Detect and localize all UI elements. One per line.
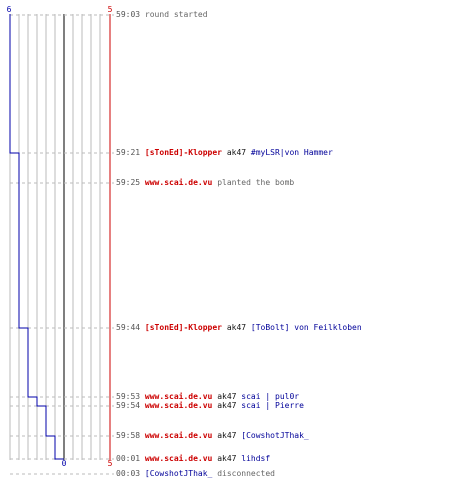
log-row: 59:54 www.scai.de.vu ak47 scai | Pierre: [116, 400, 304, 412]
event-time: 00:01: [116, 454, 141, 463]
event-time: 59:53: [116, 392, 141, 401]
killer-name: [sTonEd]-Klopper: [144, 148, 222, 157]
log-row: 00:03 [CowshotJThak_ disconnected: [116, 468, 275, 480]
killer-name: www.scai.de.vu: [144, 392, 213, 401]
player-name: www.scai.de.vu: [144, 178, 213, 187]
event-action: planted the bomb: [217, 178, 295, 187]
ct-end-count: 0: [62, 459, 67, 468]
killer-name: www.scai.de.vu: [144, 401, 213, 410]
log-row: 59:25 www.scai.de.vu planted the bomb: [116, 177, 294, 189]
event-time: 00:03: [116, 469, 141, 478]
killer-name: [sTonEd]-Klopper: [144, 323, 222, 332]
log-row: 00:01 www.scai.de.vu ak47 lihdsf: [116, 453, 270, 465]
victim-name: lihdsf: [241, 454, 271, 463]
log-row: 59:53 www.scai.de.vu ak47 scai | pul0r: [116, 391, 299, 403]
event-action: disconnected: [217, 469, 275, 478]
timeline-grid: [9, 14, 101, 460]
weapon-name: ak47: [217, 454, 237, 463]
weapon-name: ak47: [217, 401, 237, 410]
weapon-name: ak47: [217, 392, 237, 401]
event-time: 59:54: [116, 401, 141, 410]
t-end-count: 5: [108, 459, 113, 468]
event-dashes: [10, 14, 114, 475]
weapon-name: ak47: [226, 323, 247, 332]
event-time: 59:21: [116, 148, 141, 157]
victim-name: scai | pul0r: [241, 392, 300, 401]
ct-start-count: 6: [7, 5, 12, 14]
event-time: 59:25: [116, 178, 141, 187]
log-row: 59:58 www.scai.de.vu ak47 [CowshotJThak_: [116, 430, 309, 442]
event-time: 59:58: [116, 431, 141, 440]
event-text: round started: [144, 10, 208, 19]
event-time: 59:03: [116, 10, 141, 19]
victim-name: #myLSR|von Hammer: [250, 148, 333, 157]
killer-name: www.scai.de.vu: [144, 454, 213, 463]
player-name: [CowshotJThak_: [144, 469, 213, 478]
weapon-name: ak47: [226, 148, 247, 157]
victim-name: scai | Pierre: [241, 401, 304, 410]
ct-alive-step-line: [9, 14, 64, 460]
log-row: 59:44 [sTonEd]-Klopper ak47 [ToBolt] von…: [116, 322, 362, 334]
t-start-count: 5: [108, 5, 113, 14]
log-row: 59:03 round started: [116, 9, 208, 21]
weapon-name: ak47: [217, 431, 237, 440]
event-time: 59:44: [116, 323, 141, 332]
killer-name: www.scai.de.vu: [144, 431, 213, 440]
victim-name: [ToBolt] von Feilkloben: [250, 323, 362, 332]
log-row: 59:21 [sTonEd]-Klopper ak47 #myLSR|von H…: [116, 147, 333, 159]
victim-name: [CowshotJThak_: [241, 431, 309, 440]
